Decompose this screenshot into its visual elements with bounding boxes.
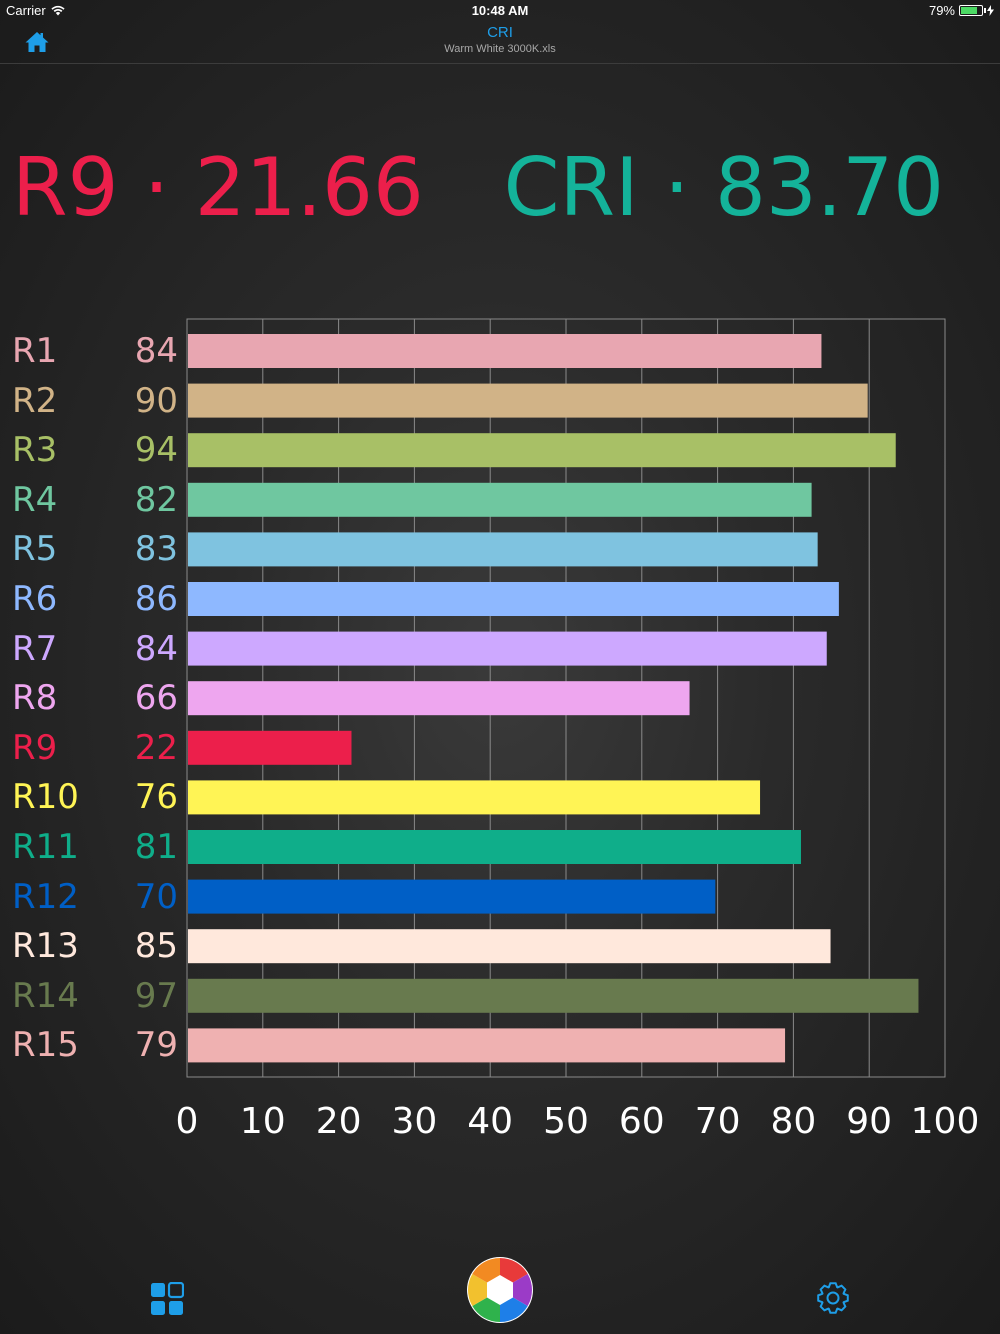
category-label-r12: R12	[12, 876, 79, 917]
bar-r14	[188, 978, 919, 1013]
carrier-label: Carrier	[6, 3, 46, 18]
color-wheel-button[interactable]	[466, 1256, 534, 1324]
bar-r7	[188, 631, 827, 666]
status-time: 10:48 AM	[471, 3, 529, 18]
category-label-r15: R15	[12, 1025, 79, 1066]
value-label-r7: 84	[134, 628, 178, 669]
value-label-r8: 66	[134, 678, 178, 719]
category-label-r2: R2	[12, 380, 58, 421]
bar-r5	[188, 532, 818, 567]
grid-view-button[interactable]	[150, 1281, 185, 1316]
category-label-r10: R10	[12, 777, 79, 818]
summary-readout: R9 · 21.66 CRI · 83.70	[0, 140, 1000, 236]
category-label-r6: R6	[12, 579, 58, 619]
category-label-r1: R1	[12, 331, 58, 371]
category-label-r3: R3	[12, 430, 58, 471]
bar-r2	[188, 383, 868, 418]
home-button[interactable]	[24, 30, 50, 54]
nav-subtitle: Warm White 3000K.xls	[444, 43, 556, 55]
x-tick-label: 40	[467, 1101, 513, 1142]
category-label-r8: R8	[12, 678, 58, 719]
value-label-r1: 84	[134, 331, 178, 371]
value-label-r5: 83	[134, 529, 178, 570]
r9-readout: R9 · 21.66	[12, 141, 424, 234]
bar-r11	[188, 830, 801, 864]
x-tick-label: 0	[176, 1101, 199, 1142]
bar-r9	[188, 730, 352, 765]
category-label-r4: R4	[12, 479, 58, 520]
cri-readout: CRI · 83.70	[503, 141, 944, 234]
x-tick-label: 30	[391, 1101, 437, 1142]
bar-r3	[188, 433, 896, 468]
bar-r12	[188, 879, 716, 914]
grid-icon	[151, 1281, 185, 1315]
value-label-r9: 22	[134, 727, 178, 768]
category-label-r13: R13	[12, 926, 79, 967]
x-tick-label: 10	[240, 1101, 286, 1142]
battery-icon	[959, 5, 986, 16]
settings-button[interactable]	[815, 1280, 851, 1316]
value-label-r13: 85	[134, 926, 178, 967]
category-label-r14: R14	[12, 975, 79, 1016]
category-label-r5: R5	[12, 529, 58, 570]
bar-r8	[188, 681, 690, 716]
category-label-r9: R9	[12, 727, 58, 768]
x-tick-label: 60	[619, 1101, 665, 1142]
value-label-r6: 86	[134, 579, 178, 619]
color-wheel-icon	[467, 1257, 533, 1323]
category-label-r11: R11	[12, 827, 79, 867]
x-tick-label: 70	[695, 1101, 741, 1142]
bar-r6	[188, 582, 839, 616]
value-label-r2: 90	[134, 380, 178, 421]
x-tick-label: 50	[543, 1101, 589, 1142]
wifi-icon	[51, 5, 65, 16]
value-label-r10: 76	[134, 777, 178, 818]
battery-indicator: 79%	[929, 3, 994, 18]
value-label-r12: 70	[134, 876, 178, 917]
x-tick-label: 80	[770, 1101, 816, 1142]
cri-bar-chart: 0 10 20 30 40 50 60 70 80 90 100	[176, 318, 980, 1142]
bar-r4	[188, 482, 812, 517]
nav-title: CRI	[487, 24, 513, 41]
x-tick-label: 90	[846, 1101, 892, 1142]
value-label-r11: 81	[134, 827, 178, 867]
charging-bolt-icon	[987, 5, 994, 16]
bar-r10	[188, 780, 761, 815]
battery-level	[961, 7, 977, 14]
carrier-indicator: Carrier	[6, 3, 65, 18]
category-label-r7: R7	[12, 628, 58, 669]
bar-r13	[188, 929, 831, 964]
home-icon	[25, 32, 49, 52]
x-tick-label: 100	[911, 1101, 980, 1142]
value-label-r3: 94	[134, 430, 178, 471]
status-bar: Carrier 10:48 AM 79%	[0, 0, 1000, 22]
value-label-r15: 79	[134, 1025, 178, 1066]
bar-r1	[188, 334, 822, 368]
navigation-bar: CRI Warm White 3000K.xls	[0, 22, 1000, 64]
value-label-r4: 82	[134, 479, 178, 520]
battery-percent: 79%	[928, 3, 955, 18]
gear-icon	[817, 1282, 849, 1314]
bar-r15	[188, 1028, 786, 1063]
x-tick-label: 20	[316, 1101, 362, 1142]
value-label-r14: 97	[134, 975, 178, 1016]
